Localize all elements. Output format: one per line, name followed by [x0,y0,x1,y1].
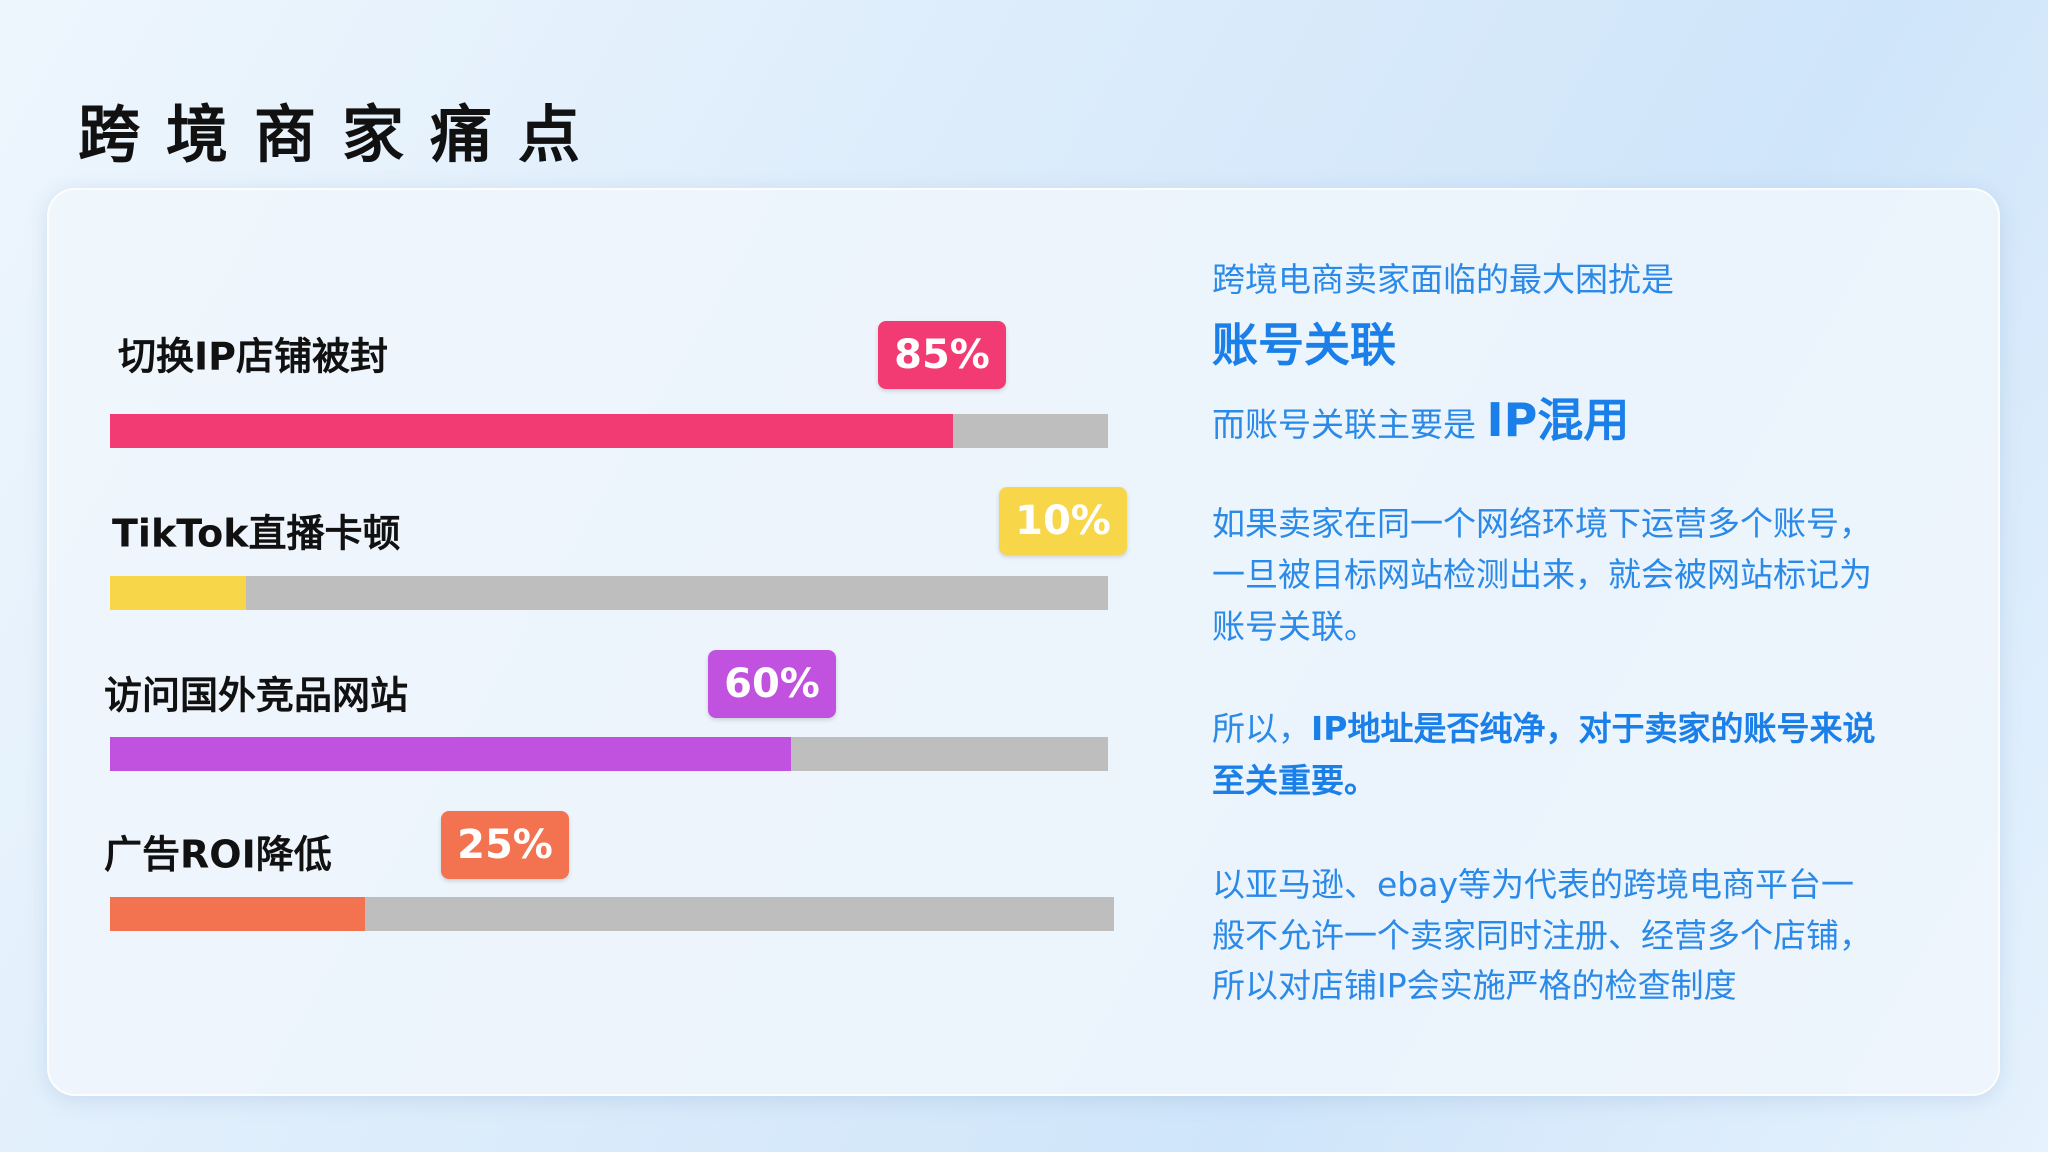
bar-fill [110,414,954,448]
para2-prefix: 所以， [1212,709,1311,748]
para2-line: 所以，IP地址是否纯净，对于卖家的账号来说 [1212,702,1875,750]
bar-label: 广告ROI降低 [104,832,332,877]
bar-track [110,897,1114,931]
bar-label: 访问国外竞品网站 [104,673,409,718]
percent-badge: 60% [708,650,836,718]
content-card [47,188,2000,1096]
para3-line: 般不允许一个卖家同时注册、经营多个店铺， [1212,916,1872,955]
bar-track [110,576,1108,610]
cause-text: 而账号关联主要是 [1212,405,1487,444]
page-title: 跨境商家痛点 [78,98,607,171]
para1-line: 一旦被目标网站检测出来，就会被网站标记为 [1212,555,1872,594]
para1-line: 账号关联。 [1212,607,1377,646]
cause-line: 而账号关联主要是 IP混用 [1212,384,1629,450]
para2-bold: IP地址是否纯净，对于卖家的账号来说 [1311,709,1876,748]
bar-fill [110,897,366,931]
para3-line: 以亚马逊、ebay等为代表的跨境电商平台一 [1212,865,1855,904]
bar-fill [110,576,246,610]
percent-badge: 25% [441,811,569,879]
para1-line: 如果卖家在同一个网络环境下运营多个账号， [1212,504,1872,543]
percent-badge: 85% [878,321,1006,389]
highlight-account-link: 账号关联 [1212,318,1396,372]
bar-track [110,414,1108,448]
bar-track [110,737,1108,771]
para3-line: 所以对店铺IP会实施严格的检查制度 [1212,966,1737,1005]
bar-fill [110,737,791,771]
highlight-ip-mix: IP混用 [1486,393,1630,447]
bar-label: TikTok直播卡顿 [112,511,401,556]
percent-badge: 10% [999,487,1127,555]
intro-line: 跨境电商卖家面临的最大困扰是 [1212,260,1674,299]
para2-line: 至关重要。 [1212,761,1377,800]
bar-label: 切换IP店铺被封 [118,334,388,379]
